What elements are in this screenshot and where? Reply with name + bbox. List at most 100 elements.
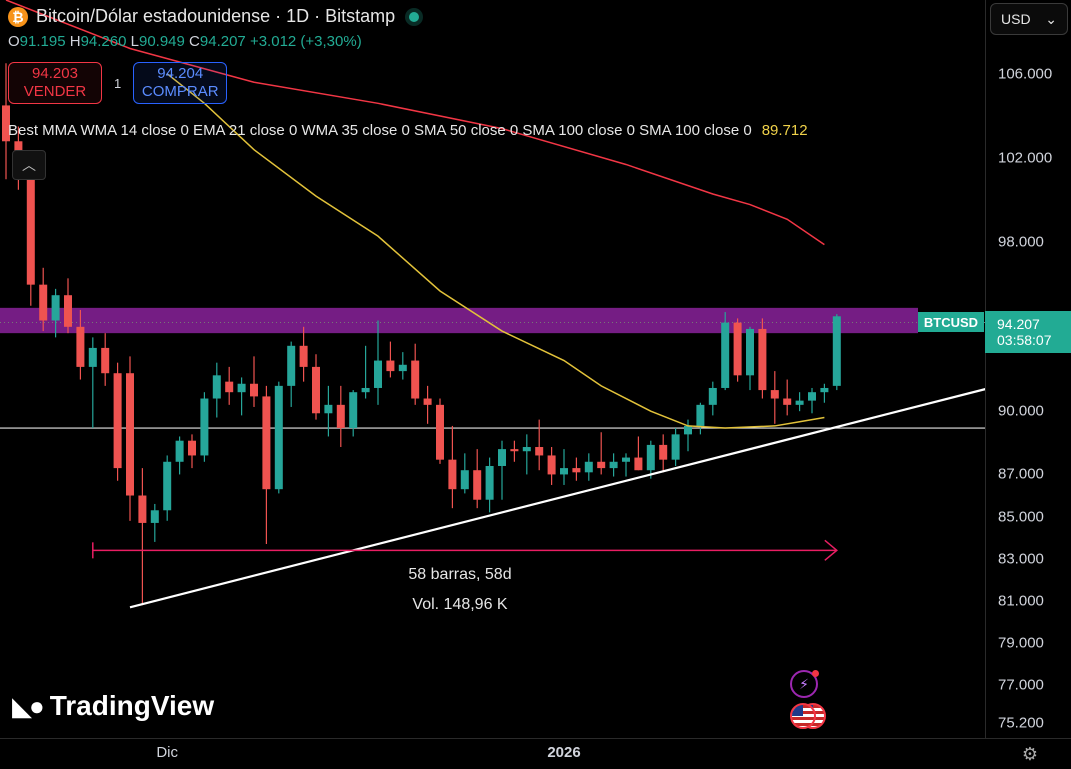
trendline xyxy=(129,388,985,609)
flash-news-icon[interactable]: ⚡ xyxy=(790,670,819,698)
time-axis[interactable] xyxy=(0,738,1071,769)
candle-body xyxy=(473,470,482,500)
sell-label: VENDER xyxy=(23,83,87,100)
candle-body xyxy=(597,461,606,469)
open-value: 91.195 xyxy=(19,33,66,50)
candle-body xyxy=(336,404,345,429)
low-value: 90.949 xyxy=(138,33,185,50)
candle-body xyxy=(64,295,72,327)
candle-body xyxy=(175,440,184,462)
candle-body xyxy=(448,459,457,490)
price-tick-label: 79.000 xyxy=(998,634,1044,652)
candle-body xyxy=(808,392,816,401)
candle-body xyxy=(274,385,283,490)
candle-body xyxy=(671,434,680,460)
indicator-label: Best MMA WMA 14 close 0 EMA 21 close 0 W… xyxy=(8,122,752,139)
high-value: 94.260 xyxy=(80,33,127,50)
ma-slow-line xyxy=(5,0,825,246)
measure-arrow-head xyxy=(824,539,838,561)
candle-body xyxy=(200,398,209,456)
candle-body xyxy=(758,328,767,391)
time-tick-label: Dic xyxy=(156,744,179,761)
symbol-title[interactable]: Bitcoin/Dólar estadounidense · 1D · Bits… xyxy=(36,6,396,26)
candle-body xyxy=(361,387,370,393)
trade-panel: 94.203 VENDER 1 94.204 COMPRAR xyxy=(8,62,228,104)
candle-body xyxy=(522,447,531,452)
candle-body xyxy=(150,510,159,523)
candle-body xyxy=(584,461,593,473)
currency-label: USD xyxy=(1001,11,1031,27)
tradingview-logo[interactable]: ◣● TradingView xyxy=(12,690,214,722)
candle-body xyxy=(51,295,60,321)
candle-body xyxy=(684,425,692,435)
candle-body xyxy=(411,360,420,399)
change-value: +3.012 (+3,30%) xyxy=(249,33,362,50)
candle-body xyxy=(39,284,48,321)
candle-body xyxy=(733,322,742,376)
candle-body xyxy=(126,373,134,496)
gear-icon[interactable]: ⚙ xyxy=(1021,743,1039,764)
candle-body xyxy=(374,360,382,388)
candle-body xyxy=(572,468,581,473)
candle-body xyxy=(324,404,333,414)
candle-body xyxy=(498,449,506,466)
indicator-value: 89.712 xyxy=(761,122,808,139)
price-tick-label: 77.000 xyxy=(998,676,1044,694)
candle-body xyxy=(795,400,804,405)
candle-body xyxy=(225,381,234,393)
price-tick-label: 90.000 xyxy=(998,402,1044,420)
time-tick-label: 2026 xyxy=(547,744,581,761)
price-tick-label: 102.000 xyxy=(998,149,1053,167)
candle-body xyxy=(783,398,792,405)
close-value: 94.207 xyxy=(199,33,246,50)
candle-body xyxy=(138,495,147,523)
candle-body xyxy=(250,383,258,397)
candle-body xyxy=(113,373,122,469)
last-price-tag: 94.207 03:58:07 xyxy=(985,311,1071,354)
candle-body xyxy=(436,404,444,460)
price-tick-label: 83.000 xyxy=(998,550,1044,568)
chart-header: ₿ Bitcoin/Dólar estadounidense · 1D · Bi… xyxy=(8,6,420,50)
candle-body xyxy=(423,398,432,405)
quantity-value[interactable]: 1 xyxy=(114,75,122,91)
candle-body xyxy=(770,390,779,399)
brand-name: TradingView xyxy=(49,690,215,721)
chevron-down-icon: ⌄ xyxy=(1045,10,1057,27)
chevron-up-icon: ︿ xyxy=(22,157,36,173)
candle-body xyxy=(212,375,221,399)
candle-body xyxy=(560,468,568,475)
symbol-tag: BTCUSD xyxy=(918,312,984,333)
last-price: 94.207 xyxy=(997,316,1040,333)
candle-body xyxy=(832,316,841,386)
candle-body xyxy=(262,396,271,490)
candle-body xyxy=(349,392,358,429)
candle-body xyxy=(485,465,494,500)
candle-body xyxy=(398,364,407,372)
price-axis[interactable] xyxy=(985,0,1071,738)
candle-body xyxy=(386,360,395,372)
price-chart[interactable] xyxy=(0,0,985,738)
candle-body xyxy=(26,179,35,285)
us-events-icon[interactable] xyxy=(790,703,828,731)
ohlc-values: O91.195 H94.260 L90.949 C94.207 +3.012 (… xyxy=(8,33,362,50)
price-tick-label: 98.000 xyxy=(998,233,1044,251)
indicator-legend[interactable]: Best MMA WMA 14 close 0 EMA 21 close 0 W… xyxy=(8,122,808,139)
buy-label: COMPRAR xyxy=(141,83,219,100)
sell-button[interactable]: 94.203 VENDER xyxy=(8,62,102,104)
candle-body xyxy=(510,449,519,452)
candle-body xyxy=(460,470,469,490)
collapse-legend-button[interactable]: ︿ xyxy=(12,150,46,180)
candle-body xyxy=(746,328,754,376)
buy-price: 94.204 xyxy=(157,65,204,82)
measure-label: 58 barras, 58d Vol. 148,96 K xyxy=(370,560,550,620)
currency-select[interactable]: USD ⌄ xyxy=(990,3,1068,35)
price-tick-label: 106.000 xyxy=(998,65,1053,83)
buy-button[interactable]: 94.204 COMPRAR xyxy=(133,62,228,104)
candle-body xyxy=(721,322,730,388)
bitcoin-icon: ₿ xyxy=(8,6,28,27)
candle-body xyxy=(696,404,705,426)
resistance-zone xyxy=(0,307,918,334)
candle-body xyxy=(76,326,85,367)
measure-bars: 58 barras, 58d xyxy=(408,566,512,583)
price-tick-label: 81.000 xyxy=(998,592,1044,610)
